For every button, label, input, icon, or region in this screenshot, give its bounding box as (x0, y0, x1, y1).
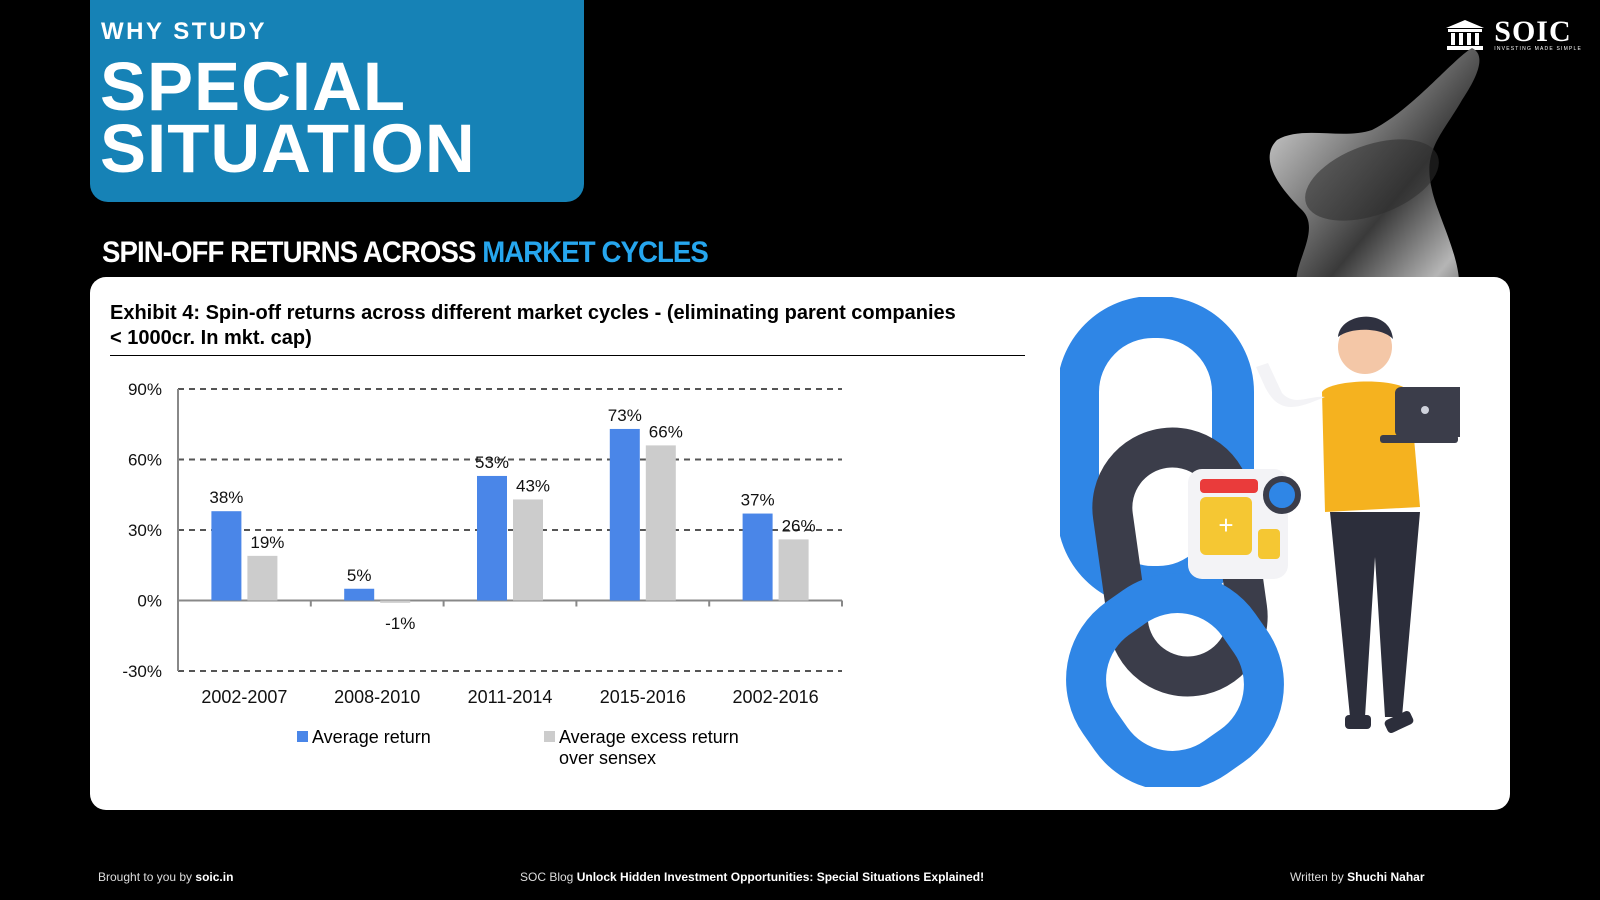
title-banner: WHY STUDY SPECIAL SITUATION (90, 0, 584, 202)
x-category-label: 2002-2016 (733, 687, 819, 707)
section-heading: SPIN-OFF RETURNS ACROSS MARKET CYCLES (102, 236, 709, 270)
svg-text:+: + (1218, 510, 1233, 540)
bar-average-return (609, 428, 640, 601)
bar-average-return (344, 588, 375, 601)
page-title-line1: SPECIAL (100, 48, 407, 125)
x-category-label: 2011-2014 (468, 687, 553, 707)
footer-site-link[interactable]: soic.in (195, 870, 234, 884)
y-tick-label: 30% (128, 521, 162, 540)
bar-average-return (477, 475, 507, 601)
section-heading-text: SPIN-OFF RETURNS ACROSS (102, 236, 483, 269)
soic-logo: SOIC INVESTING MADE SIMPLE (1444, 14, 1582, 52)
footer-credit-prefix: Brought to you by (98, 870, 196, 884)
chain-link-person-illustration: + (1060, 297, 1460, 787)
x-category-label: 2015-2016 (600, 687, 686, 707)
bar-excess-return (380, 600, 411, 603)
bar-excess-return (778, 539, 809, 601)
page-title-line2: SITUATION (100, 110, 476, 187)
x-category-label: 2008-2010 (334, 687, 420, 707)
y-tick-label: 0% (137, 592, 162, 611)
footer-author: Written by Shuchi Nahar (1290, 870, 1425, 884)
legend-label-average-return: Average return (312, 727, 431, 747)
footer-credit: Brought to you by soic.in (98, 870, 233, 884)
data-label: 5% (347, 566, 372, 585)
y-tick-label: -30% (122, 662, 162, 681)
bar-excess-return (645, 445, 676, 601)
y-tick-label: 90% (128, 380, 162, 399)
legend-item-excess-return: Average excess return over sensex (544, 727, 739, 769)
bar-average-return (211, 511, 242, 601)
footer-blog-title[interactable]: Unlock Hidden Investment Opportunities: … (576, 870, 985, 884)
y-tick-label: 60% (128, 451, 162, 470)
legend-swatch-gray (544, 731, 555, 742)
data-label: 66% (649, 422, 683, 441)
legend-label-excess-line2: over sensex (559, 748, 657, 768)
bar-average-return (742, 513, 773, 601)
exhibit-card: Exhibit 4: Spin-off returns across diffe… (90, 277, 1510, 810)
legend-item-average-return: Average return (297, 727, 431, 748)
page-title: SPECIAL SITUATION (100, 48, 476, 187)
legend-label-excess-line1: Average excess return (559, 727, 739, 747)
footer-blog-prefix: SOC Blog (520, 870, 577, 884)
data-label: 19% (250, 533, 284, 552)
legend-swatch-blue (297, 731, 308, 742)
logo-name: SOIC (1494, 14, 1572, 48)
bar-excess-return (247, 555, 278, 601)
x-category-label: 2002-2007 (201, 687, 287, 707)
exhibit-title-line2: < 1000cr. In mkt. cap) (110, 327, 312, 349)
title-kicker: WHY STUDY (101, 18, 268, 45)
data-label: 38% (209, 488, 243, 507)
spinoff-returns-chart: -30% 0% 30% 60% 90% 2002-2007 38% 19% 2008-2010 5… (122, 380, 843, 707)
footer-author-prefix: Written by (1290, 870, 1348, 884)
exhibit-title: Exhibit 4: Spin-off returns across diffe… (110, 301, 1025, 356)
data-label: 53% (475, 453, 509, 472)
bar-excess-return (513, 499, 543, 601)
footer-author-name: Shuchi Nahar (1347, 870, 1425, 884)
data-label: 37% (741, 491, 775, 510)
data-label: 43% (516, 476, 550, 495)
data-label: 26% (782, 516, 816, 535)
section-heading-accent: MARKET CYCLES (482, 236, 709, 269)
institution-building-icon (1446, 20, 1485, 50)
spinning-top-illustration (1269, 48, 1480, 300)
exhibit-title-line1: Exhibit 4: Spin-off returns across diffe… (110, 302, 956, 324)
footer-blog: SOC Blog Unlock Hidden Investment Opport… (520, 870, 984, 884)
logo-tagline: INVESTING MADE SIMPLE (1494, 45, 1582, 52)
data-label: -1% (385, 614, 415, 633)
data-label: 73% (608, 406, 642, 425)
